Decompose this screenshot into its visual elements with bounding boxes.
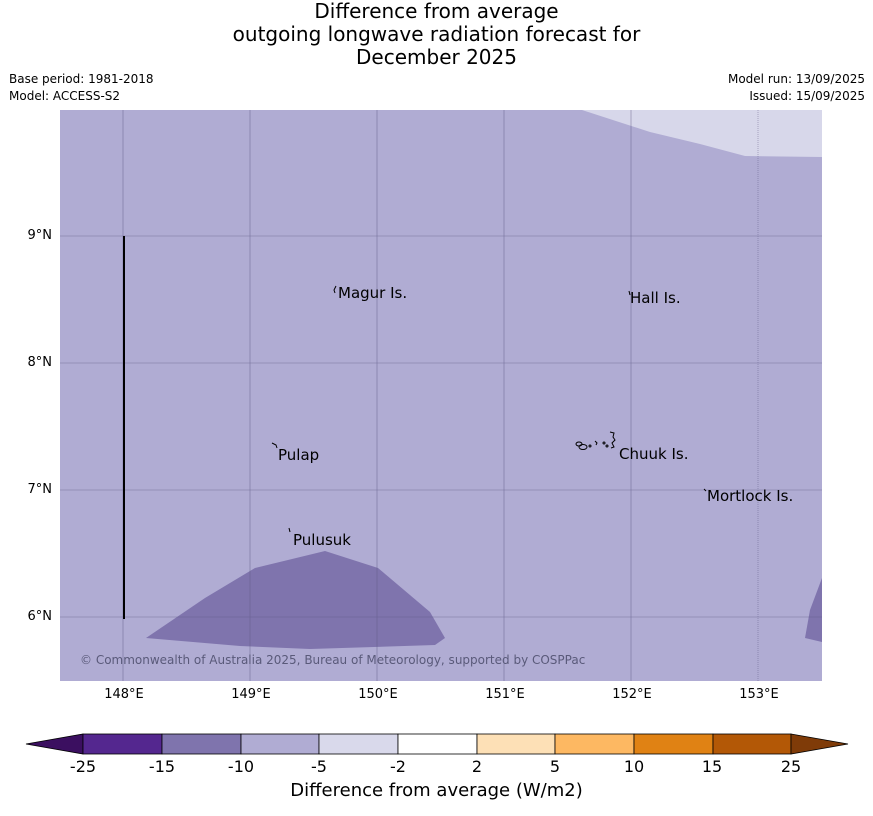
lon-label-148e: 148°E (104, 687, 144, 702)
map-canvas (60, 110, 822, 681)
colorbar-title: Difference from average (W/m2) (290, 780, 583, 801)
lon-label-153e: 153°E (739, 687, 779, 702)
colorbar-tick: -5 (311, 757, 327, 776)
map-panel[interactable] (60, 110, 822, 681)
issued-text: Issued: 15/09/2025 (749, 89, 865, 103)
anomaly-region-dark-edge (805, 578, 822, 642)
lat-label-7n: 7°N (27, 482, 53, 497)
lon-label-150e: 150°E (358, 687, 398, 702)
islands (271, 285, 707, 533)
colorbar-tick: -15 (148, 757, 176, 776)
colorbar-bin-7 (554, 733, 635, 755)
model-text: Model: ACCESS-S2 (9, 89, 121, 103)
anomaly-background (60, 110, 822, 681)
colorbar-extend-high (790, 733, 849, 755)
hall-island-shape (628, 290, 631, 296)
colorbar-bin-2 (161, 733, 242, 755)
colorbar-tick: -2 (390, 757, 406, 776)
lat-label-9n: 9°N (27, 228, 53, 243)
colorbar-tick: 10 (623, 757, 645, 776)
colorbar-bin-1 (82, 733, 163, 755)
lon-label-152e: 152°E (612, 687, 652, 702)
place-label-pulusuk: Pulusuk (293, 531, 351, 549)
colorbar-bin-6 (476, 733, 556, 755)
anomaly-region-dark (146, 551, 445, 649)
title-line-1: Difference from average (314, 0, 559, 23)
model-run-text: Model run: 13/09/2025 (727, 72, 865, 86)
place-label-chuuk: Chuuk Is. (619, 445, 689, 463)
place-label-hall: Hall Is. (630, 289, 681, 307)
mortlock-island-shape (703, 488, 707, 492)
map-title: Difference from average outgoing longwav… (0, 0, 873, 69)
lat-label-6n: 6°N (27, 609, 53, 624)
colorbar-tick: -10 (227, 757, 255, 776)
colorbar-bin-3 (240, 733, 320, 755)
pulusuk-island-shape (288, 527, 291, 533)
colorbar-bin-5 (397, 733, 478, 755)
colorbar (25, 733, 849, 755)
base-period-text: Base period: 1981-2018 (9, 72, 154, 86)
title-line-2: outgoing longwave radiation forecast for (232, 22, 641, 46)
colorbar-tick: -25 (69, 757, 97, 776)
magur-island-shape (333, 285, 337, 294)
place-label-mortlock: Mortlock Is. (707, 487, 794, 505)
pulap-island-shape (271, 442, 278, 449)
colorbar-extend-low (25, 733, 84, 755)
lon-label-149e: 149°E (231, 687, 271, 702)
lat-label-8n: 8°N (27, 355, 53, 370)
copyright-notice: © Commonwealth of Australia 2025, Bureau… (80, 653, 586, 667)
colorbar-tick: 15 (701, 757, 723, 776)
colorbar-tick: 25 (780, 757, 802, 776)
colorbar-bin-8 (633, 733, 714, 755)
colorbar-bin-4 (318, 733, 399, 755)
chuuk-island-shapes (575, 431, 616, 450)
place-label-pulap: Pulap (278, 446, 320, 464)
colorbar-tick: 5 (549, 757, 561, 776)
colorbar-tick: 2 (471, 757, 483, 776)
meta-left: Base period: 1981-2018 Model: ACCESS-S2 (9, 71, 154, 105)
colorbar-bin-9 (712, 733, 792, 755)
meta-right: Model run: 13/09/2025 Issued: 15/09/2025 (728, 71, 865, 105)
lon-label-151e: 151°E (485, 687, 525, 702)
anomaly-region-light (582, 110, 822, 157)
place-label-magur: Magur Is. (338, 284, 408, 302)
title-line-3: December 2025 (356, 45, 517, 69)
